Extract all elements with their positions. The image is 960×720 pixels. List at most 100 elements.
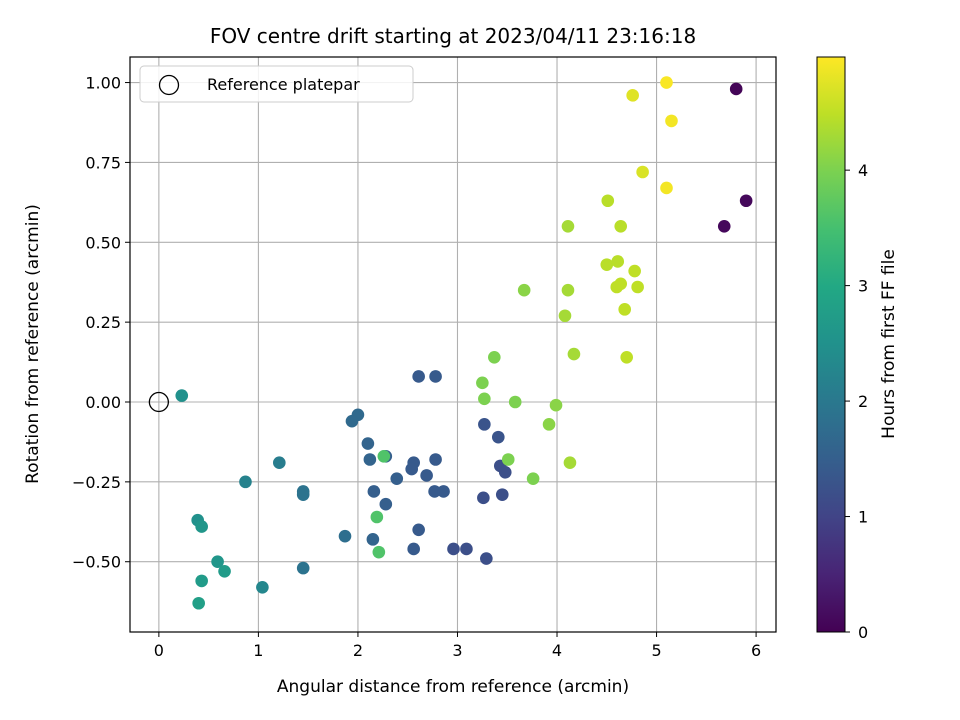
data-point [429,453,442,466]
data-point [370,510,384,524]
x-axis-ticks: 0 1 2 3 4 5 6 [154,632,761,660]
y-axis-label: Rotation from reference (arcmin) [23,204,43,484]
data-point [460,542,473,556]
data-point [273,456,286,469]
data-point [488,350,501,364]
data-point [729,82,743,96]
data-point [239,475,252,489]
reference-marker-group [148,391,170,413]
chart-title: FOV centre drift starting at 2023/04/11 … [210,24,696,48]
x-tick-label: 0 [154,641,164,660]
data-point [665,114,678,128]
data-point [498,465,512,479]
colorbar-tick-label: 3 [858,277,868,296]
data-point [561,283,575,297]
data-point [367,485,381,498]
data-point [175,389,189,402]
colorbar-tick-label: 4 [858,161,868,180]
data-point [192,596,205,610]
data-point [195,520,208,533]
data-point [563,456,577,469]
data-point [477,491,490,505]
reference-platepar-marker [148,391,170,413]
data-point [628,264,641,278]
colorbar-frame [816,56,846,633]
data-point [600,258,614,271]
data-point [412,370,425,383]
data-point [526,472,540,485]
data-point [611,255,625,268]
legend: Reference platepar [139,65,414,103]
data-point [412,523,425,537]
data-point [211,555,224,569]
colorbar-gradient [817,57,845,632]
x-tick-label: 5 [651,641,661,660]
data-point [561,220,575,233]
data-point [345,414,359,428]
data-point [256,580,269,594]
data-point [480,552,493,565]
data-point [491,430,505,444]
data-point [660,76,673,89]
data-point [478,392,491,406]
data-point [379,497,393,511]
data-point [739,194,753,208]
x-axis-label: Angular distance from reference (arcmin) [277,677,629,697]
data-point [407,542,420,556]
data-point [296,561,310,575]
data-point [338,529,352,543]
data-point [363,453,377,466]
y-tick-label: 0.25 [85,313,121,332]
data-point [372,545,386,559]
colorbar-tick-label: 1 [858,508,868,527]
data-point [195,574,208,588]
colorbar-ticks: 0 1 2 3 4 [845,161,868,642]
data-point [437,485,450,498]
data-point [420,469,433,482]
data-point [361,437,375,450]
data-point [636,165,649,179]
legend-label-reference-platepar: Reference platepar [207,75,360,94]
data-point [476,376,489,390]
data-point [620,350,633,364]
data-point [517,283,531,297]
colorbar-tick-label: 0 [858,623,868,642]
y-axis-ticks: −0.50 −0.25 0.00 0.25 0.50 0.75 1.00 [72,74,130,572]
data-point [614,277,628,291]
y-tick-label: −0.25 [72,473,121,492]
data-point [405,462,418,476]
x-tick-label: 2 [353,641,363,660]
data-point [542,418,556,431]
data-points [175,76,753,610]
data-point [366,533,380,546]
data-point [478,418,491,431]
data-point [614,220,628,233]
data-point [558,309,572,323]
y-tick-label: 0.50 [85,233,121,252]
y-tick-label: 1.00 [85,74,121,93]
colorbar: 0 1 2 3 4 Hours from first FF file [816,56,899,642]
y-tick-label: 0.75 [85,153,121,172]
data-point [508,395,522,409]
plot-frame [129,56,777,633]
data-point [601,194,615,208]
data-point [567,347,581,361]
data-point [447,542,460,556]
data-point [549,398,563,412]
data-point [218,565,231,578]
data-point [296,488,310,501]
legend-box [139,65,414,103]
colorbar-label: Hours from first FF file [879,249,899,439]
data-point [631,280,644,294]
legend-open-circle-marker [158,74,180,96]
data-point [429,370,442,383]
data-point [390,472,404,485]
x-tick-label: 6 [751,641,761,660]
data-point [717,220,731,233]
data-point [618,303,632,316]
colorbar-tick-label: 2 [858,392,868,411]
data-point [626,89,639,102]
